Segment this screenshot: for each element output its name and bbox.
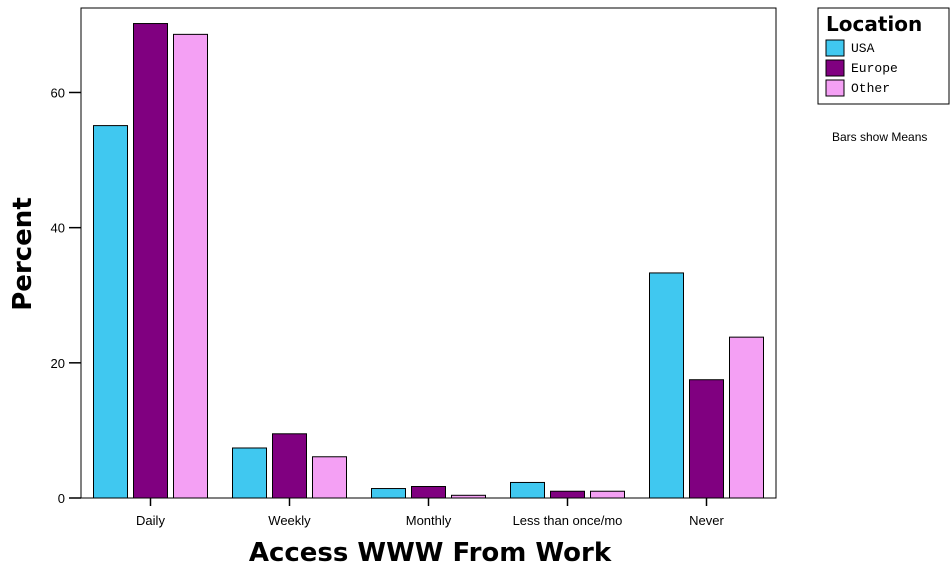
y-axis: 0 20 40 60	[51, 85, 81, 506]
bar-europe-4	[689, 379, 724, 499]
x-tick-label: Never	[689, 513, 724, 528]
y-tick-label: 60	[51, 85, 65, 100]
x-tick-label: Weekly	[268, 513, 311, 528]
x-axis: Daily Weekly Monthly Less than once/mo Never	[136, 498, 725, 528]
y-axis-title: Percent	[8, 197, 38, 311]
legend-label-usa: USA	[851, 41, 875, 56]
y-tick-label: 40	[51, 221, 65, 236]
bar-usa-0	[93, 125, 128, 499]
bar-other-0	[173, 33, 208, 499]
bar-other-1	[312, 456, 347, 499]
legend-swatch-europe	[825, 59, 845, 77]
bar-europe-1	[272, 433, 307, 499]
bar-other-3	[590, 490, 625, 499]
x-axis-title: Access WWW From Work	[249, 538, 612, 567]
legend: Location USA Europe Other	[817, 7, 950, 105]
bar-series-group	[93, 23, 764, 499]
x-tick-label: Less than once/mo	[513, 513, 623, 528]
x-tick-label: Daily	[136, 513, 165, 528]
y-tick-label: 0	[58, 491, 65, 506]
bars-note: Bars show Means	[832, 130, 927, 144]
bar-other-2	[451, 494, 486, 499]
bar-other-4	[729, 336, 764, 499]
y-tick-label: 20	[51, 356, 65, 371]
bar-usa-4	[649, 272, 684, 499]
legend-swatch-other	[825, 79, 845, 97]
legend-label-other: Other	[851, 81, 890, 96]
bar-europe-2	[411, 486, 446, 499]
bar-usa-3	[510, 481, 545, 499]
legend-label-europe: Europe	[851, 61, 898, 76]
bar-usa-1	[232, 447, 267, 499]
x-tick-label: Monthly	[406, 513, 452, 528]
bar-europe-3	[550, 490, 585, 499]
legend-swatch-usa	[825, 39, 845, 57]
bar-usa-2	[371, 488, 406, 499]
legend-title: Location	[826, 12, 922, 36]
bar-europe-0	[133, 23, 168, 499]
